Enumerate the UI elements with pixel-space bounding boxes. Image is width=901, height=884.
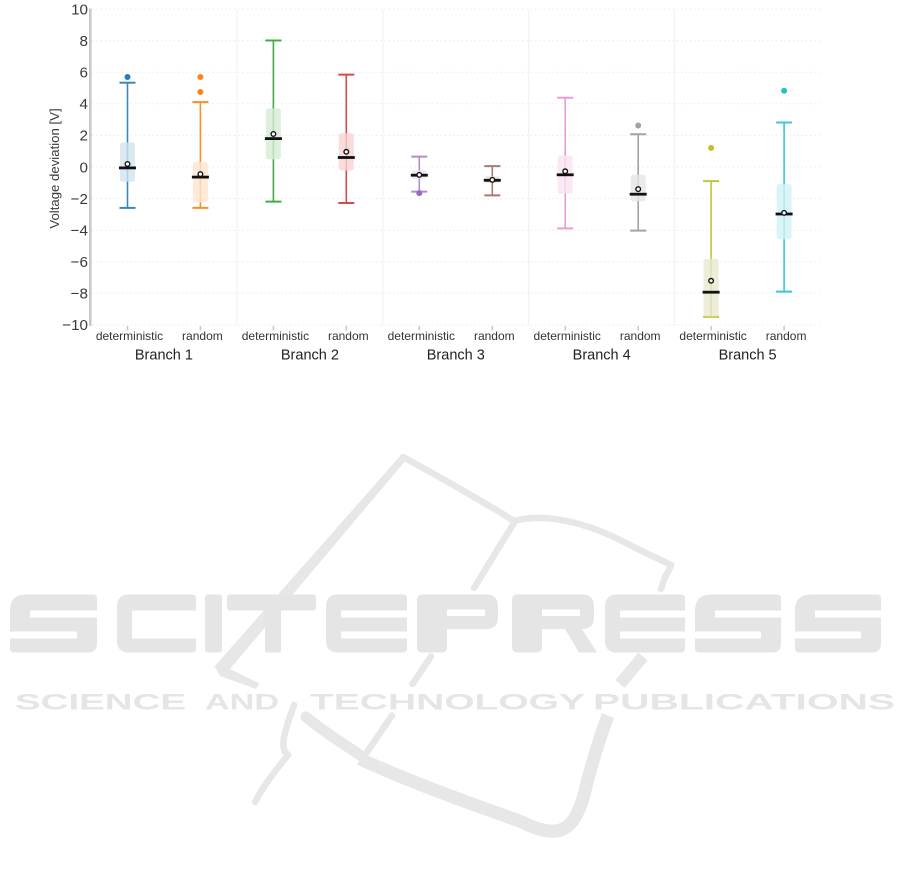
svg-text:random: random: [328, 329, 369, 343]
svg-text:Voltage deviation [V]: Voltage deviation [V]: [47, 108, 62, 228]
svg-text:6: 6: [80, 65, 88, 82]
svg-text:TECHNOLOGY: TECHNOLOGY: [310, 690, 586, 715]
svg-text:4: 4: [80, 96, 88, 113]
svg-text:random: random: [474, 329, 515, 343]
svg-text:deterministic: deterministic: [242, 329, 309, 343]
svg-text:Branch 4: Branch 4: [573, 348, 631, 364]
svg-text:−2: −2: [71, 191, 88, 208]
svg-text:PUBLICATIONS: PUBLICATIONS: [593, 690, 895, 715]
svg-text:2: 2: [80, 128, 88, 145]
svg-text:8: 8: [80, 33, 88, 50]
svg-text:random: random: [620, 329, 661, 343]
svg-text:−8: −8: [71, 286, 88, 303]
svg-text:Branch 3: Branch 3: [427, 348, 485, 364]
svg-text:random: random: [182, 329, 223, 343]
svg-text:deterministic: deterministic: [534, 329, 601, 343]
svg-text:10: 10: [71, 1, 88, 18]
svg-text:−10: −10: [62, 317, 88, 334]
svg-text:−6: −6: [71, 254, 88, 271]
svg-text:0: 0: [80, 159, 88, 176]
svg-text:Branch 1: Branch 1: [135, 348, 193, 364]
svg-text:AND: AND: [205, 690, 279, 715]
svg-text:deterministic: deterministic: [96, 329, 163, 343]
svg-text:random: random: [766, 329, 807, 343]
svg-text:−4: −4: [71, 223, 88, 240]
svg-text:Branch 2: Branch 2: [281, 348, 339, 364]
svg-text:Branch 5: Branch 5: [719, 348, 777, 364]
svg-text:deterministic: deterministic: [679, 329, 746, 343]
svg-text:SCIENCE: SCIENCE: [15, 690, 186, 715]
svg-text:deterministic: deterministic: [388, 329, 455, 343]
